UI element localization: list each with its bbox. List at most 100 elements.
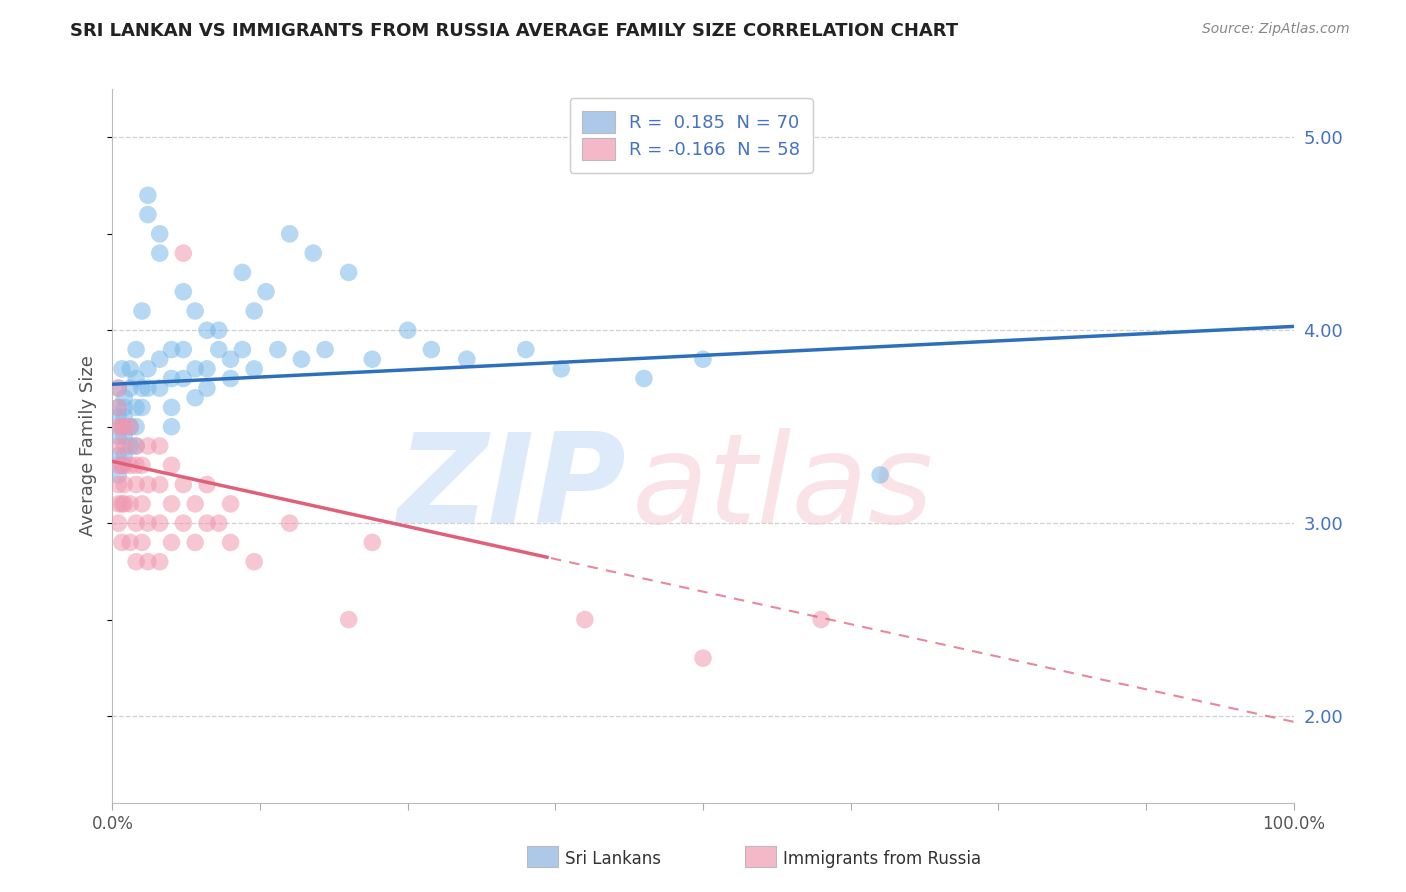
Point <box>125 439 148 453</box>
Point <box>131 304 153 318</box>
Point <box>172 371 194 385</box>
Point <box>243 362 266 376</box>
Point <box>136 381 159 395</box>
Point <box>160 458 183 473</box>
Point <box>107 439 129 453</box>
Point <box>125 439 148 453</box>
Text: SRI LANKAN VS IMMIGRANTS FROM RUSSIA AVERAGE FAMILY SIZE CORRELATION CHART: SRI LANKAN VS IMMIGRANTS FROM RUSSIA AVE… <box>70 22 959 40</box>
Point <box>111 419 134 434</box>
Point <box>125 555 148 569</box>
Point <box>149 439 172 453</box>
Point <box>290 352 312 367</box>
Point <box>120 458 142 473</box>
Point <box>131 458 153 473</box>
Point <box>219 352 242 367</box>
Point <box>149 246 172 260</box>
Point <box>107 458 129 473</box>
Point <box>125 516 148 530</box>
Point <box>160 401 183 415</box>
Point <box>172 477 194 491</box>
Point <box>420 343 443 357</box>
Point <box>869 467 891 482</box>
Point <box>136 555 159 569</box>
Point <box>337 613 360 627</box>
Point <box>107 516 129 530</box>
Point <box>125 458 148 473</box>
Point <box>131 401 153 415</box>
Point <box>184 535 207 549</box>
Point <box>184 304 207 318</box>
Point <box>149 227 172 241</box>
Point <box>136 516 159 530</box>
Point <box>112 410 135 425</box>
Point <box>692 352 714 367</box>
Point <box>136 208 159 222</box>
Point <box>550 362 572 376</box>
Point <box>633 371 655 385</box>
Point <box>136 439 159 453</box>
Point <box>107 401 129 415</box>
Text: Source: ZipAtlas.com: Source: ZipAtlas.com <box>1202 22 1350 37</box>
Point <box>112 419 135 434</box>
Point <box>243 555 266 569</box>
Point <box>172 343 194 357</box>
Point <box>107 401 129 415</box>
Point <box>208 343 231 357</box>
Point <box>125 343 148 357</box>
Point <box>107 381 129 395</box>
Text: ZIP: ZIP <box>398 428 626 549</box>
Point <box>195 323 218 337</box>
Point <box>231 265 253 279</box>
Point <box>107 467 129 482</box>
Point <box>111 362 134 376</box>
Point <box>112 429 135 443</box>
Point <box>195 362 218 376</box>
Point <box>149 516 172 530</box>
Point <box>120 419 142 434</box>
Point <box>149 477 172 491</box>
Point <box>361 535 384 549</box>
Point <box>111 458 134 473</box>
Point <box>112 439 135 453</box>
Point <box>111 497 134 511</box>
Point <box>184 391 207 405</box>
Point <box>515 343 537 357</box>
Point <box>314 343 336 357</box>
Point <box>120 381 142 395</box>
Point <box>112 458 135 473</box>
Point <box>131 535 153 549</box>
Point <box>302 246 325 260</box>
Point <box>120 535 142 549</box>
Point <box>810 613 832 627</box>
Point <box>361 352 384 367</box>
Point <box>125 371 148 385</box>
Point <box>160 497 183 511</box>
Point <box>149 352 172 367</box>
Point <box>278 227 301 241</box>
Point <box>149 381 172 395</box>
Point <box>107 429 129 443</box>
Point <box>208 516 231 530</box>
Point <box>160 343 183 357</box>
Legend: R =  0.185  N = 70, R = -0.166  N = 58: R = 0.185 N = 70, R = -0.166 N = 58 <box>569 98 813 173</box>
Point <box>112 391 135 405</box>
Point <box>172 246 194 260</box>
Point <box>208 323 231 337</box>
Point <box>112 497 135 511</box>
Point <box>172 516 194 530</box>
Point <box>692 651 714 665</box>
Point <box>125 419 148 434</box>
Point <box>219 497 242 511</box>
Point <box>107 381 129 395</box>
Point <box>337 265 360 279</box>
Point <box>107 410 129 425</box>
Point <box>111 535 134 549</box>
Point <box>107 449 129 463</box>
Point <box>120 497 142 511</box>
Point <box>111 419 134 434</box>
Point <box>131 381 153 395</box>
Point <box>574 613 596 627</box>
Point <box>231 343 253 357</box>
Point <box>243 304 266 318</box>
Point <box>219 535 242 549</box>
